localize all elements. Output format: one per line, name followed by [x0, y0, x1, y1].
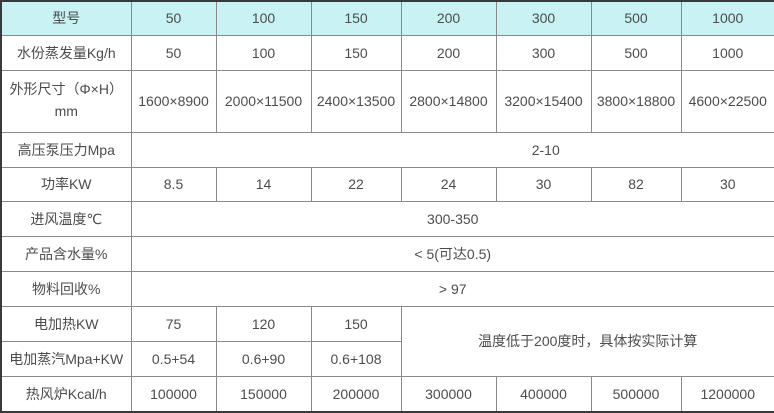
- value-cell: 22: [310, 166, 402, 202]
- header-cell-model-300: 300: [495, 0, 592, 36]
- value-cell: 200: [400, 34, 497, 71]
- value-cell: 2000×11500: [215, 69, 312, 133]
- row-label-line2: mm: [54, 103, 78, 119]
- merged-value-cell: < 5(可达0.5): [130, 235, 774, 272]
- value-cell: 2400×13500: [310, 69, 402, 133]
- value-cell: 24: [400, 166, 497, 202]
- header-cell-model-500: 500: [590, 0, 682, 36]
- row-label: 水份蒸发量Kg/h: [0, 34, 132, 71]
- row-label: 电加热KW: [0, 305, 132, 342]
- value-cell: 150: [310, 34, 402, 71]
- header-cell-model-150: 150: [310, 0, 402, 36]
- note-cell: 温度低于200度时，具体按实际计算: [400, 305, 774, 377]
- header-cell-model-1000: 1000: [680, 0, 774, 36]
- value-cell: 75: [130, 305, 217, 342]
- value-cell: 150000: [215, 375, 312, 413]
- table-row-material-recovery: 物料回收% > 97: [0, 270, 774, 307]
- value-cell: 0.6+108: [310, 340, 402, 377]
- row-label: 进风温度℃: [0, 200, 132, 237]
- value-cell: 0.6+90: [215, 340, 312, 377]
- value-cell: 100000: [130, 375, 217, 413]
- value-cell: 300000: [400, 375, 497, 413]
- value-cell: 1200000: [680, 375, 774, 413]
- row-label: 高压泵压力Mpa: [0, 131, 132, 168]
- value-cell: 400000: [495, 375, 592, 413]
- table-row-dimensions: 外形尺寸（Φ×H） mm 1600×8900 2000×11500 2400×1…: [0, 69, 774, 133]
- value-cell: 0.5+54: [130, 340, 217, 377]
- table-row-electric-steam: 电加蒸汽Mpa+KW 0.5+54 0.6+90 0.6+108: [0, 340, 774, 377]
- value-cell: 14: [215, 166, 312, 202]
- table-row-hot-air-furnace: 热风炉Kcal/h 100000 150000 200000 300000 40…: [0, 375, 774, 413]
- row-label: 外形尺寸（Φ×H） mm: [0, 69, 132, 133]
- merged-value-cell: 300-350: [130, 200, 774, 237]
- value-cell: 3800×18800: [590, 69, 682, 133]
- value-cell: 500000: [590, 375, 682, 413]
- table-row-inlet-temperature: 进风温度℃ 300-350: [0, 200, 774, 237]
- merged-value-text: 2-10: [531, 141, 560, 158]
- value-cell: 300: [495, 34, 592, 71]
- value-cell: 30: [495, 166, 592, 202]
- value-cell: 100: [215, 34, 312, 71]
- merged-value-text: < 5(可达0.5): [414, 245, 492, 262]
- table-row-evaporation: 水份蒸发量Kg/h 50 100 150 200 300 500 1000: [0, 34, 774, 71]
- value-cell: 50: [130, 34, 217, 71]
- row-label: 电加蒸汽Mpa+KW: [0, 340, 132, 377]
- header-cell-model-200: 200: [400, 0, 497, 36]
- value-cell: 82: [590, 166, 682, 202]
- value-cell: 200000: [310, 375, 402, 413]
- merged-value-text: > 97: [438, 280, 467, 297]
- value-cell: 4600×22500: [680, 69, 774, 133]
- value-cell: 120: [215, 305, 312, 342]
- row-label: 物料回收%: [0, 270, 132, 307]
- value-cell: 8.5: [130, 166, 217, 202]
- value-cell: 150: [310, 305, 402, 342]
- value-cell: 2800×14800: [400, 69, 497, 133]
- value-cell: 1000: [680, 34, 774, 71]
- merged-value-text: 300-350: [427, 210, 479, 227]
- merged-value-cell: 2-10: [130, 131, 774, 168]
- table-row-pump-pressure: 高压泵压力Mpa 2-10: [0, 131, 774, 168]
- table-row-power: 功率KW 8.5 14 22 24 30 82 30: [0, 166, 774, 202]
- value-cell: 30: [680, 166, 774, 202]
- row-label: 功率KW: [0, 166, 132, 202]
- table-row-moisture-content: 产品含水量% < 5(可达0.5): [0, 235, 774, 272]
- merged-value-cell: > 97: [130, 270, 774, 307]
- header-cell-model-label: 型号: [0, 0, 132, 36]
- value-cell: 3200×15400: [495, 69, 592, 133]
- row-label: 热风炉Kcal/h: [0, 375, 132, 413]
- value-cell: 1600×8900: [130, 69, 217, 133]
- value-cell: 500: [590, 34, 682, 71]
- row-label: 产品含水量%: [0, 235, 132, 272]
- header-cell-model-100: 100: [215, 0, 312, 36]
- row-label-line1: 外形尺寸（Φ×H）: [9, 81, 123, 98]
- table-header-row: 型号 50 100 150 200 300 500 1000: [0, 0, 774, 36]
- table-row-electric-heating: 电加热KW 75 120 150 温度低于200度时，具体按实际计算: [0, 305, 774, 377]
- header-cell-model-50: 50: [130, 0, 217, 36]
